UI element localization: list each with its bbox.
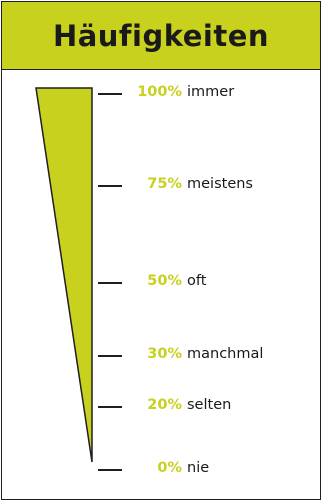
percent-label: 100% [137, 84, 182, 100]
frequency-word: selten [187, 397, 232, 413]
tick-mark [98, 282, 122, 284]
frequency-word: oft [187, 273, 207, 289]
tick-mark [98, 469, 122, 471]
percent-label: 75% [147, 176, 182, 192]
frequency-word: manchmal [187, 346, 264, 362]
tick-mark [98, 185, 122, 187]
frequency-card: Häufigkeiten [1, 1, 321, 500]
tick-mark [98, 355, 122, 357]
percent-label: 0% [157, 460, 182, 476]
frequency-word: immer [187, 84, 235, 100]
title-banner: Häufigkeiten [2, 2, 320, 70]
page-title: Häufigkeiten [52, 18, 270, 53]
frequency-word: nie [187, 460, 210, 476]
frequency-word: meistens [187, 176, 253, 192]
percent-label: 20% [147, 397, 182, 413]
percent-label: 30% [147, 346, 182, 362]
tick-mark [98, 93, 122, 95]
tick-mark [98, 406, 122, 408]
wedge-shape [35, 87, 93, 463]
percent-label: 50% [147, 273, 182, 289]
